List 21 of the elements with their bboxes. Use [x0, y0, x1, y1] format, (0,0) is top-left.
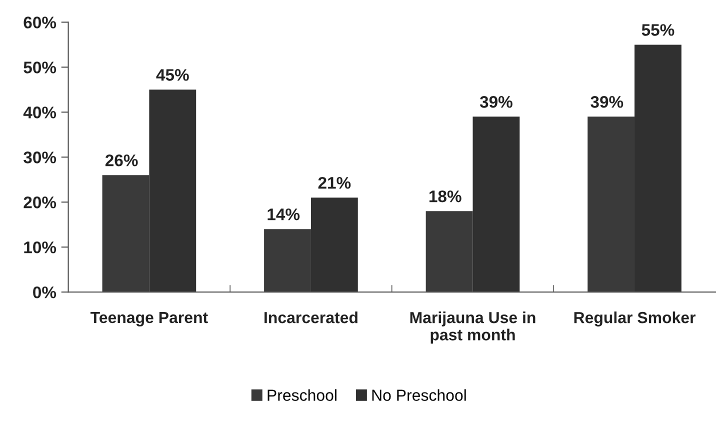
x-tick-label: Teenage Parent	[90, 312, 208, 326]
x-tick-label: Marijauna Use in past month	[410, 312, 536, 344]
data-label: 14%	[268, 208, 300, 220]
legend-label: No Preschool	[372, 389, 466, 401]
y-tick-label: 40%	[23, 106, 56, 118]
data-label: 39%	[480, 96, 512, 108]
y-tick-label: 10%	[24, 241, 56, 254]
y-tick-label: 30%	[24, 152, 56, 164]
data-label: 21%	[318, 176, 351, 189]
y-tick-label: 60%	[24, 16, 56, 28]
data-label: 55%	[642, 24, 674, 36]
data-label: 18%	[429, 190, 462, 202]
y-tick-label: 0%	[33, 286, 56, 298]
legend-label: Preschool	[268, 389, 336, 401]
x-tick-label: Regular Smoker	[574, 312, 696, 326]
y-tick-label: 50%	[24, 62, 56, 74]
data-label: 45%	[156, 69, 189, 81]
x-tick-label: Incarcerated	[264, 312, 358, 324]
data-label: 26%	[105, 154, 138, 166]
data-label: 39%	[590, 96, 624, 108]
y-tick-label: 20%	[24, 196, 56, 208]
